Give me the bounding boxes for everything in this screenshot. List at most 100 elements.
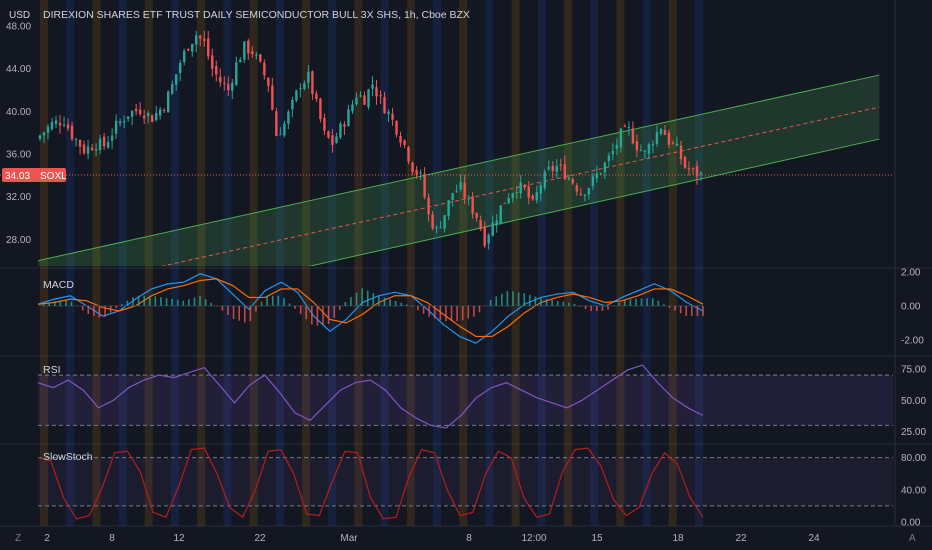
candle-body: [623, 126, 627, 128]
candle-body: [315, 93, 318, 100]
candle-body: [687, 168, 691, 170]
candle-body: [571, 179, 575, 184]
indicator-tick-label: 80.00: [901, 453, 926, 464]
last-price-badge: [2, 168, 66, 182]
price-tick-label: 28.00: [6, 235, 31, 246]
auto-scale-icon[interactable]: A: [909, 533, 916, 544]
candle-body: [299, 88, 302, 90]
candle-body: [243, 41, 246, 60]
candle-body: [86, 146, 90, 154]
candle-body: [483, 226, 486, 246]
candle-body: [150, 115, 154, 122]
indicator-tick-label: 25.00: [901, 427, 926, 438]
candle-body: [303, 83, 306, 90]
indicator-tick-label: -2.00: [901, 335, 924, 346]
candle-body: [183, 50, 186, 63]
indicator-line: [37, 273, 704, 344]
candle-body: [471, 196, 474, 214]
time-tick-label: 15: [591, 533, 603, 544]
background-layer: [0, 0, 932, 527]
macd-pane: 2.00 0.00 -2.00: [37, 268, 924, 346]
candle-body: [154, 112, 158, 121]
session-band: [380, 0, 389, 526]
candle-body: [130, 110, 134, 117]
candle-body: [547, 166, 550, 170]
candle-body: [122, 121, 126, 123]
candle-body: [187, 48, 190, 51]
candle-body: [327, 131, 330, 138]
candle-body: [106, 142, 110, 148]
candle-body: [162, 110, 166, 112]
candle-body: [94, 149, 98, 151]
candle-body: [531, 195, 534, 200]
candle-body: [203, 38, 206, 41]
candle-body: [367, 89, 370, 108]
candle-body: [347, 109, 350, 127]
indicator-line: [37, 364, 704, 429]
candle-body: [683, 157, 687, 168]
candle-body: [695, 166, 699, 177]
candle-body: [343, 124, 346, 127]
candle-body: [535, 192, 538, 201]
candle-body: [375, 87, 378, 97]
indicator-tick-label: 0.00: [901, 518, 921, 529]
candle-body: [435, 227, 438, 229]
candle-body: [54, 120, 58, 124]
candle-body: [447, 200, 450, 217]
time-tick-label: 12:00: [521, 533, 546, 544]
session-band: [328, 0, 337, 526]
candle-body: [475, 212, 478, 218]
session-band: [223, 0, 232, 526]
time-tick-label: Mar: [340, 533, 358, 544]
stoch-title: SlowStoch: [43, 451, 93, 463]
candle-body: [619, 128, 623, 148]
candle-body: [671, 142, 675, 144]
candle-body: [134, 108, 138, 112]
session-band: [144, 0, 153, 526]
indicator-tick-label: 50.00: [901, 396, 926, 407]
indicator-line: [37, 447, 704, 520]
session-band: [695, 0, 703, 526]
candle-body: [355, 97, 358, 105]
candle-body: [563, 164, 566, 180]
candle-body: [639, 150, 643, 152]
candle-body: [239, 59, 242, 63]
timezone-icon[interactable]: Z: [15, 533, 21, 544]
candle-body: [659, 128, 663, 134]
candle-body: [319, 98, 322, 120]
session-band: [354, 0, 363, 526]
channel-lower-line: [308, 138, 880, 266]
candle-body: [291, 99, 294, 110]
candle-body: [407, 147, 410, 162]
candle-body: [691, 168, 695, 170]
session-band: [642, 0, 651, 526]
candle-body: [543, 171, 546, 188]
candle-body: [263, 62, 266, 76]
candle-body: [335, 136, 338, 143]
candle-body: [339, 123, 342, 138]
candle-body: [647, 144, 651, 154]
candle-body: [110, 135, 114, 141]
candle-body: [519, 182, 522, 194]
session-band: [564, 0, 572, 526]
candle-body: [643, 151, 647, 153]
candle-body: [70, 125, 74, 140]
candle-body: [399, 135, 402, 143]
candle-body: [287, 111, 290, 124]
rsi-title: RSI: [43, 364, 61, 376]
candle-body: [679, 145, 683, 160]
price-tick-label: 36.00: [6, 150, 31, 161]
candle-body: [607, 155, 611, 161]
candle-body: [431, 214, 434, 229]
candle-body: [427, 197, 430, 215]
candle-body: [175, 74, 178, 85]
candle-body: [411, 162, 414, 172]
candle-body: [307, 71, 310, 83]
session-band: [616, 0, 625, 526]
candle-body: [179, 62, 182, 74]
candle-body: [459, 182, 462, 190]
candle-body: [251, 51, 254, 55]
candle-body: [295, 90, 298, 101]
candle-body: [595, 173, 599, 179]
